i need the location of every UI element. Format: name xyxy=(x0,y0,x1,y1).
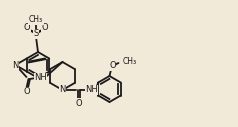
Text: N: N xyxy=(59,85,66,94)
Text: O: O xyxy=(24,88,30,97)
Text: CH₃: CH₃ xyxy=(29,15,43,25)
Text: N: N xyxy=(12,60,19,69)
Text: O: O xyxy=(24,23,30,33)
Text: O: O xyxy=(109,61,116,70)
Text: NH: NH xyxy=(85,85,98,94)
Text: NH: NH xyxy=(34,74,47,83)
Text: O: O xyxy=(42,23,48,33)
Text: O: O xyxy=(76,99,82,107)
Text: S: S xyxy=(33,29,39,38)
Text: CH₃: CH₃ xyxy=(123,58,137,67)
